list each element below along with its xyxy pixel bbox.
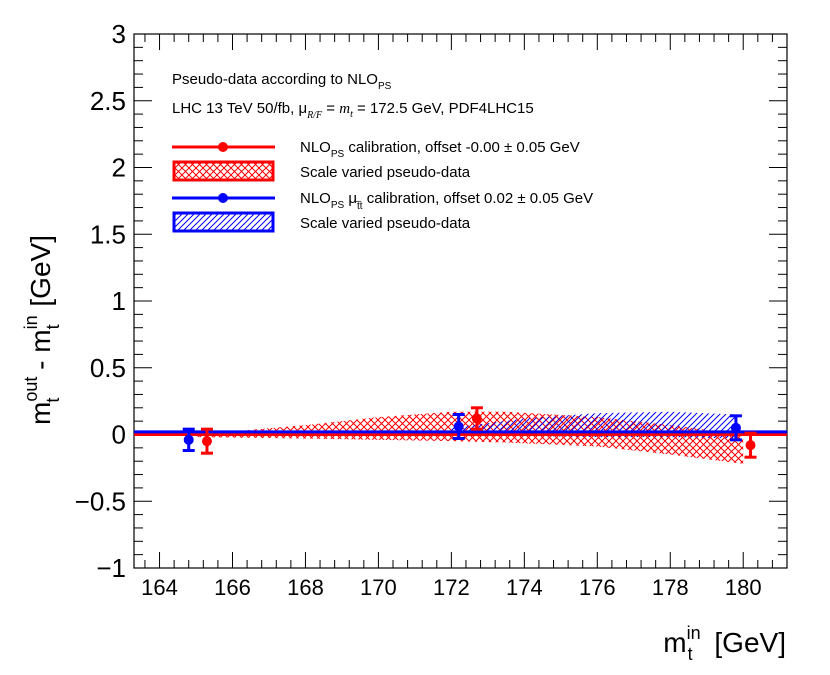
y-tick-label: 0.5 <box>90 353 126 383</box>
x-tick-label: 170 <box>360 575 397 600</box>
annotation-line1: Pseudo-data according to NLO <box>172 71 378 88</box>
x-tick-label: 172 <box>433 575 470 600</box>
blue-data-point <box>182 427 195 453</box>
annotation: Pseudo-data according to NLOPS LHC 13 Te… <box>172 71 534 121</box>
y-tick-label: 2 <box>112 153 126 183</box>
annotation-line2-eq: = <box>322 100 339 117</box>
x-tick-label: 164 <box>141 575 178 600</box>
legend4-text: Scale varied pseudo-data <box>300 215 471 232</box>
red-data-point <box>200 427 213 455</box>
y-label-part1-sub: t <box>43 398 63 403</box>
annotation-line2-mt-sub: t <box>350 109 353 120</box>
x-tick-label: 178 <box>652 575 689 600</box>
y-ticks: −1 −0.5 0 0.5 1 1.5 2 2.5 3 <box>75 19 787 583</box>
svg-text:NLOPS μt̅t calibration, offset: NLOPS μt̅t calibration, offset 0.02 ± 0.… <box>300 190 593 212</box>
y-label-part2-sub: t <box>43 324 63 329</box>
y-tick-label: 3 <box>112 19 126 49</box>
y-tick-label: −1 <box>96 553 126 583</box>
blue-data-point <box>729 414 742 442</box>
blue-data-point <box>452 412 465 441</box>
red-data-point <box>744 431 757 459</box>
y-label-part2-sup: in <box>21 315 41 329</box>
annotation-line2: LHC 13 TeV 50/fb, μ <box>172 100 307 117</box>
y-tick-label: −0.5 <box>75 486 126 516</box>
x-label-unit <box>707 627 715 658</box>
x-label-sup: in <box>687 623 701 643</box>
y-tick-label: 0 <box>112 420 126 450</box>
y-label-part1-sup: out <box>21 377 41 402</box>
annotation-line2-post: = 172.5 GeV, PDF4LHC15 <box>353 100 534 117</box>
legend3-mid-sub: t̅t <box>355 200 363 212</box>
svg-text:LHC 13 TeV 50/fb, μR/F = mt =: LHC 13 TeV 50/fb, μR/F = mt = 172.5 GeV,… <box>172 100 534 121</box>
legend1-pre: NLO <box>300 139 331 156</box>
x-label-sub: t <box>688 644 693 664</box>
legend1-post: calibration, offset -0.00 ± 0.05 GeV <box>344 139 580 156</box>
legend3-sub: PS <box>331 200 345 211</box>
x-label-main: m <box>663 627 686 658</box>
data-points <box>182 406 757 459</box>
legend-entry-blue-calibration: NLOPS μt̅t calibration, offset 0.02 ± 0.… <box>172 190 593 212</box>
y-tick-label: 2.5 <box>90 86 126 116</box>
y-tick-label: 1 <box>112 286 126 316</box>
legend3-pre: NLO <box>300 190 331 207</box>
annotation-line2-sub: R/F <box>306 110 323 121</box>
legend-entry-blue-band: Scale varied pseudo-data <box>172 211 471 233</box>
annotation-line1-sub: PS <box>378 81 392 92</box>
y-label-part2-main: m <box>25 329 56 352</box>
legend3-post: calibration, offset 0.02 ± 0.05 GeV <box>363 190 594 207</box>
red-data-point <box>470 406 483 431</box>
x-label-unit-text: [GeV] <box>714 627 786 658</box>
x-tick-label: 180 <box>725 575 762 600</box>
legend-entry-red-calibration: NLOPS calibration, offset -0.00 ± 0.05 G… <box>172 139 580 160</box>
legend: NLOPS calibration, offset -0.00 ± 0.05 G… <box>172 139 593 233</box>
svg-text:Pseudo-data according to NLOPS: Pseudo-data according to NLOPS <box>172 71 392 92</box>
x-ticks: 164 166 168 170 172 174 176 178 180 <box>141 34 788 600</box>
legend3-mid: μ <box>344 190 357 207</box>
y-axis-label: mout t - min t [GeV] <box>21 235 63 425</box>
legend1-sub: PS <box>331 149 345 160</box>
x-axis-label: min t [GeV] <box>663 623 786 664</box>
legend-entry-red-band: Scale varied pseudo-data <box>172 160 471 182</box>
x-tick-label: 166 <box>214 575 251 600</box>
y-tick-label: 1.5 <box>90 219 126 249</box>
y-label-unit: [GeV] <box>25 235 56 314</box>
y-label-part1-main: m <box>25 402 56 425</box>
legend2-text: Scale varied pseudo-data <box>300 164 471 181</box>
svg-text:NLOPS calibration, offset -0.0: NLOPS calibration, offset -0.00 ± 0.05 G… <box>300 139 580 160</box>
x-tick-label: 174 <box>506 575 543 600</box>
y-label-sep: - <box>25 353 56 378</box>
annotation-line2-mt: m <box>339 101 350 117</box>
x-tick-label: 176 <box>579 575 616 600</box>
x-tick-label: 168 <box>287 575 324 600</box>
